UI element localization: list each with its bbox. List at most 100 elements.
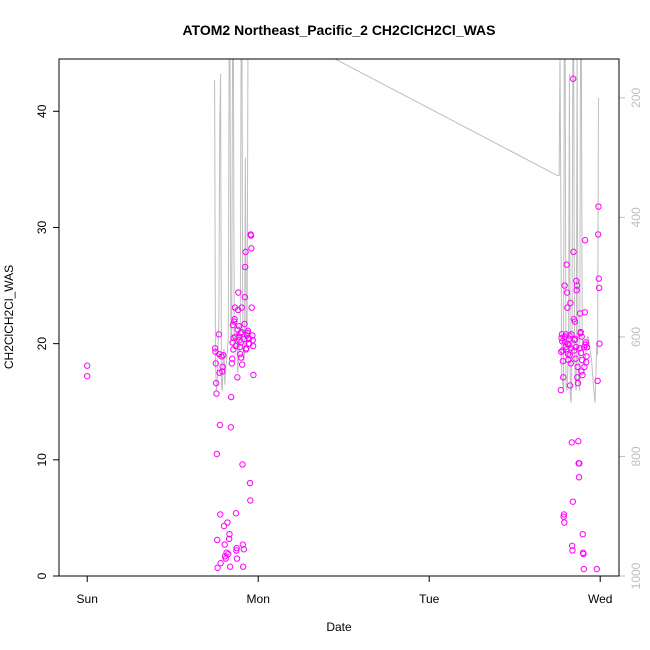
data-point <box>226 563 234 570</box>
data-point <box>560 511 568 518</box>
data-point <box>568 439 576 446</box>
data-point <box>212 360 220 367</box>
data-point <box>594 377 601 385</box>
data-point <box>571 347 578 354</box>
data-point <box>249 332 256 339</box>
data-point <box>559 338 566 345</box>
data-point <box>225 535 233 543</box>
data-point <box>234 374 241 381</box>
data-point <box>594 231 602 238</box>
data-point <box>237 339 244 346</box>
data-point <box>569 75 577 82</box>
data-point <box>583 353 590 360</box>
data-point <box>575 438 582 445</box>
data-point <box>563 261 570 268</box>
axis-layer: 0 10 20 30 40 Sun Mon Tue Wed 200 400 600 800 1000 <box>35 88 643 606</box>
data-point <box>579 371 586 379</box>
data-point <box>578 368 585 375</box>
points-layer <box>84 75 603 573</box>
data-point <box>568 331 575 338</box>
data-point <box>217 511 224 518</box>
data-point <box>593 565 600 573</box>
data-point <box>570 248 577 256</box>
data-point <box>218 353 225 360</box>
y2-tick-label: 400 <box>629 207 643 227</box>
data-point <box>583 343 591 351</box>
data-point <box>566 352 573 359</box>
data-point <box>564 304 571 311</box>
data-point <box>573 277 580 285</box>
data-point <box>573 282 581 289</box>
data-point <box>219 363 226 371</box>
data-point <box>220 352 227 359</box>
data-point <box>577 349 585 357</box>
y-tick-label: 20 <box>35 337 49 351</box>
data-point <box>573 287 580 294</box>
data-point <box>580 550 587 558</box>
data-point <box>248 304 255 311</box>
data-point <box>561 282 568 289</box>
y-tick-label: 40 <box>35 104 49 118</box>
data-point <box>248 245 255 252</box>
data-point <box>211 345 219 352</box>
data-point <box>579 530 586 538</box>
data-point <box>229 321 237 329</box>
data-point <box>238 361 246 368</box>
data-point <box>238 304 245 311</box>
x-tick-label: Mon <box>247 592 270 606</box>
altitude-line-layer <box>214 59 599 403</box>
data-point <box>241 320 248 328</box>
data-point <box>249 342 257 350</box>
data-point <box>241 293 249 301</box>
data-point <box>223 549 230 556</box>
data-point <box>222 555 229 562</box>
y-axis-label: CH2ClCH2Cl_WAS <box>2 265 16 369</box>
data-point <box>582 339 590 346</box>
data-point <box>229 355 236 362</box>
data-point <box>84 372 91 380</box>
data-point <box>581 309 588 316</box>
data-point <box>574 363 581 371</box>
data-point <box>216 421 224 429</box>
data-point <box>235 323 243 330</box>
data-point <box>572 335 579 343</box>
y-tick-label: 10 <box>35 453 49 467</box>
data-point <box>558 348 565 355</box>
data-point <box>227 424 235 431</box>
data-point <box>220 522 228 530</box>
data-point <box>580 565 587 573</box>
data-point <box>250 371 257 379</box>
data-point <box>581 237 589 244</box>
data-point <box>242 263 249 271</box>
data-point <box>212 379 220 387</box>
y2-tick-label: 600 <box>629 327 643 347</box>
data-point <box>219 368 226 375</box>
data-point <box>224 519 231 526</box>
y2-tick-label: 800 <box>629 446 643 466</box>
data-point <box>236 350 244 358</box>
data-point <box>246 479 254 487</box>
data-point <box>217 560 224 567</box>
data-point <box>233 555 241 562</box>
data-point <box>236 343 243 351</box>
data-point <box>232 510 240 517</box>
data-point <box>239 563 247 570</box>
data-point <box>560 374 567 381</box>
data-point <box>558 334 565 342</box>
data-point <box>213 450 221 458</box>
data-point <box>561 519 568 526</box>
data-point <box>84 362 91 369</box>
data-point <box>595 203 602 210</box>
data-point <box>232 333 239 340</box>
data-point <box>566 382 574 389</box>
data-point <box>214 564 221 572</box>
data-point <box>247 232 255 239</box>
data-point <box>567 299 574 307</box>
data-point <box>569 498 577 505</box>
data-point <box>569 547 576 554</box>
data-point <box>595 275 603 282</box>
y-tick-label: 30 <box>35 220 49 234</box>
data-point <box>221 541 228 548</box>
data-point <box>239 461 246 468</box>
